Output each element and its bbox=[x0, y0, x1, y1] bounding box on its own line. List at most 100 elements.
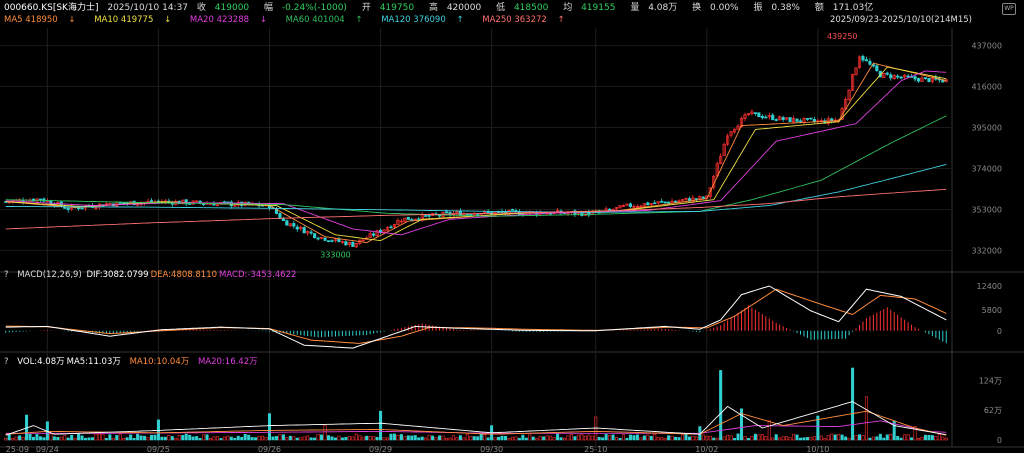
volume-bar bbox=[510, 437, 514, 441]
volume-bar bbox=[396, 434, 400, 441]
change-key: 幅 bbox=[264, 3, 274, 13]
volume-bar bbox=[385, 437, 390, 441]
volume-bar bbox=[281, 434, 285, 441]
volume-bar bbox=[170, 436, 174, 441]
price-y-tick-label: 374000 bbox=[971, 164, 1002, 173]
ma5-value: MA5 418950 bbox=[4, 15, 58, 25]
vol-help-icon[interactable]: ? bbox=[4, 357, 9, 367]
volume-bar bbox=[358, 435, 362, 441]
x-tick-label: 25-10 bbox=[584, 445, 607, 453]
volume-bar bbox=[878, 433, 882, 441]
volume-bar bbox=[944, 437, 948, 441]
volume-bar bbox=[132, 438, 136, 441]
amp-label: 振 0.38% bbox=[753, 3, 805, 13]
quote-header: 000660.KS[SK海力士] 2025/10/10 14:37 收 4190… bbox=[4, 0, 885, 14]
volume-bar bbox=[104, 438, 108, 441]
datetime-label: 2025/10/10 14:37 bbox=[107, 3, 189, 13]
macd-name: MACD(12,26,9) bbox=[17, 270, 82, 280]
volume-bar bbox=[621, 434, 626, 441]
layout-icon[interactable]: WP bbox=[1002, 3, 1016, 15]
volume-bar bbox=[712, 437, 716, 441]
volume-bar bbox=[431, 435, 435, 441]
candle-body bbox=[757, 112, 761, 118]
price-y-tick-label: 416000 bbox=[971, 83, 1002, 92]
volume-bar bbox=[521, 434, 525, 441]
candle-body bbox=[882, 72, 886, 78]
volume-bar bbox=[417, 437, 421, 441]
macd-help-icon[interactable]: ? bbox=[4, 270, 9, 280]
candle-body bbox=[181, 199, 185, 205]
candle-body bbox=[719, 155, 723, 165]
volume-bar bbox=[320, 434, 324, 441]
candle-body bbox=[916, 78, 921, 82]
volume-bar bbox=[21, 436, 25, 441]
volume-bar bbox=[77, 433, 81, 441]
volume-bar bbox=[517, 437, 521, 441]
ma-line-ma250 bbox=[5, 188, 947, 230]
candle-body bbox=[667, 201, 671, 204]
candle-body bbox=[313, 233, 317, 239]
candle-body bbox=[337, 238, 341, 242]
volume-y-tick-label: 62万 bbox=[984, 406, 1002, 415]
candle-body bbox=[396, 220, 400, 225]
volume-bar bbox=[73, 437, 77, 441]
amount-key: 额 bbox=[814, 3, 824, 13]
volume-bar bbox=[438, 435, 442, 441]
volume-bar bbox=[42, 437, 46, 441]
volume-bar bbox=[441, 435, 445, 441]
volume-bar bbox=[257, 435, 261, 441]
volume-bar bbox=[726, 434, 730, 441]
candle-body bbox=[899, 76, 903, 79]
volume-bar bbox=[125, 437, 129, 441]
volume-bar bbox=[687, 436, 691, 441]
vol-ma5: MA5:11.03万 bbox=[66, 357, 121, 367]
volume-bar bbox=[267, 413, 272, 441]
x-tick-label: 09/26 bbox=[258, 445, 281, 453]
ma20-arrow: ↓ bbox=[259, 15, 267, 25]
volume-bar bbox=[420, 436, 424, 441]
candle-body bbox=[323, 237, 327, 241]
volume-bar bbox=[285, 437, 289, 441]
candle-body bbox=[691, 197, 695, 202]
volume-bar bbox=[156, 419, 160, 441]
volume-bar bbox=[399, 434, 403, 441]
volume-bar bbox=[247, 434, 251, 441]
volume-bar bbox=[52, 436, 56, 441]
candle-body bbox=[632, 205, 636, 208]
ma-line-ma20 bbox=[5, 70, 947, 236]
volume-bar bbox=[326, 435, 331, 441]
ma-legend: MA5 418950 ↓ MA10 419775 ↓ MA20 423288 ↓… bbox=[4, 15, 581, 25]
volume-bar bbox=[774, 434, 778, 441]
candle-body bbox=[889, 74, 893, 79]
volume-bar bbox=[63, 435, 67, 441]
volume-bar bbox=[59, 436, 63, 441]
candle-body bbox=[326, 240, 331, 243]
volume-bar bbox=[344, 436, 348, 441]
low-value: 418500 bbox=[513, 3, 549, 13]
volume-bar bbox=[7, 434, 11, 441]
volume-bar bbox=[882, 437, 886, 441]
volume-bar bbox=[153, 434, 157, 441]
volume-bar bbox=[299, 437, 303, 441]
candle-body bbox=[417, 218, 421, 221]
ma20-value: MA20 423288 bbox=[189, 15, 250, 25]
candle-body bbox=[785, 117, 789, 120]
volume-bar bbox=[628, 434, 632, 441]
volume-bar bbox=[906, 434, 910, 441]
volume-bar bbox=[191, 436, 195, 441]
volume-bar bbox=[823, 438, 827, 441]
candle-body bbox=[184, 199, 188, 205]
candle-body bbox=[670, 200, 674, 203]
macd-dea: DEA:4808.8110 bbox=[150, 270, 218, 280]
volume-bar bbox=[569, 434, 573, 441]
volume-bar bbox=[722, 436, 726, 441]
candle-body bbox=[295, 226, 299, 230]
candle-body bbox=[354, 243, 358, 248]
candle-body bbox=[80, 207, 84, 210]
candle-body bbox=[38, 198, 43, 201]
macd-legend: ? MACD(12,26,9) DIF:3082.0799 DEA:4808.81… bbox=[4, 270, 298, 280]
candle-body bbox=[361, 239, 365, 242]
volume-bar bbox=[795, 434, 799, 441]
volume-bar bbox=[136, 433, 140, 441]
